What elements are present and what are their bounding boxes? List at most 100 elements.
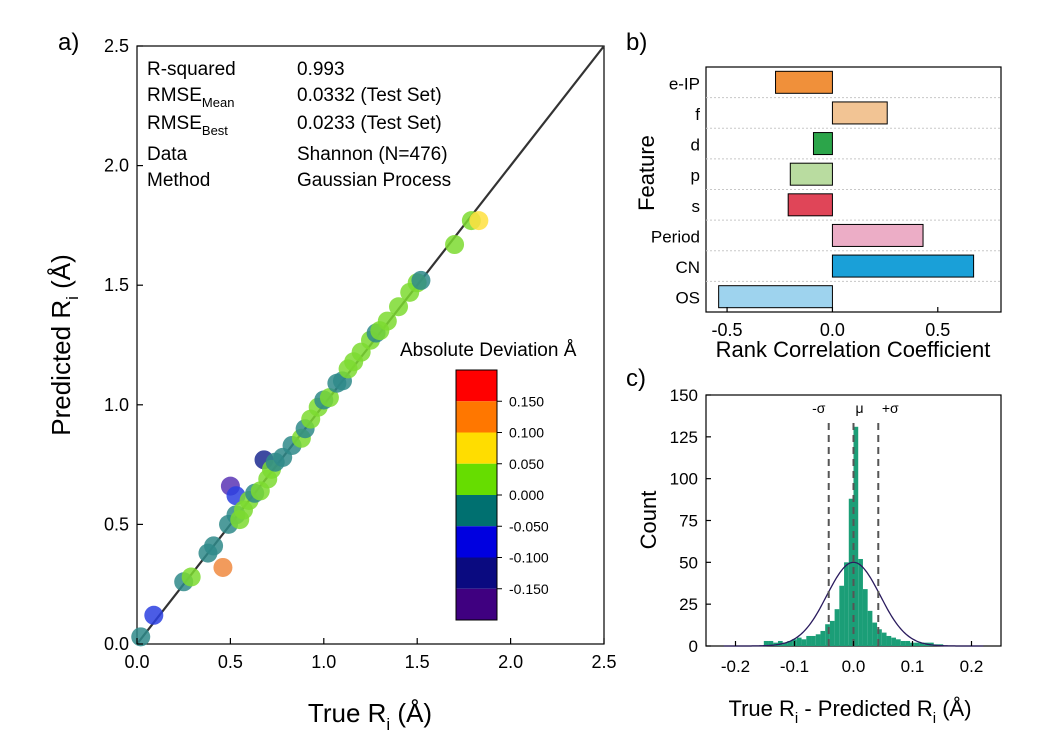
feature-label-cn: CN <box>675 258 700 277</box>
histogram-bin-28 <box>895 639 901 646</box>
scatter-point-37 <box>389 297 409 317</box>
feature-label-p: p <box>691 166 700 185</box>
feature-bar-period <box>831 223 924 247</box>
feature-label-period: Period <box>651 227 700 246</box>
panel-c-x-label: True Ri - Predicted Ri (Å) <box>728 696 971 727</box>
feature-bar-d <box>812 132 833 156</box>
panel-a-y-label: Predicted Ri (Å) <box>46 254 82 436</box>
colorbar-tick-label-1: 0.100 <box>509 425 544 441</box>
y-tick-label-3: 1.5 <box>104 275 129 295</box>
histogram-bin-9 <box>806 635 812 646</box>
x-tick-label-2: 1.0 <box>311 652 336 672</box>
colorbar-band-4 <box>456 495 497 527</box>
c-y-tick-label-1: 25 <box>679 595 698 614</box>
panel-a-frame <box>136 45 605 645</box>
colorbar-band-5 <box>456 526 497 558</box>
scatter-point-1 <box>144 605 164 625</box>
histogram-bin-13 <box>825 624 830 646</box>
colorbar-tick-label-0: 0.150 <box>509 393 544 409</box>
histogram-bin-26 <box>886 635 892 646</box>
histogram-bin-22 <box>867 610 873 646</box>
scatter-point-40 <box>411 270 431 290</box>
stat-label-rmse-best: RMSEBest <box>147 113 228 138</box>
panel-a-x-label: True Ri (Å) <box>308 698 432 734</box>
colorbar-band-7 <box>456 588 497 620</box>
histogram-bin-8 <box>801 639 807 646</box>
histogram-bars <box>763 426 944 646</box>
colorbar-tick-label-2: 0.050 <box>509 456 544 472</box>
stat-value-method: Gaussian Process <box>297 170 451 191</box>
stat-value-rmse-mean: 0.0332 (Test Set) <box>297 85 442 106</box>
scatter-point-5 <box>204 536 224 556</box>
feature-bar-cn <box>831 254 975 278</box>
feature-label-os: OS <box>675 289 700 308</box>
panel-c-label: c) <box>626 365 646 392</box>
c-y-tick-label-3: 75 <box>679 512 698 531</box>
c-y-tick-label-6: 150 <box>670 386 698 405</box>
scatter-points <box>131 211 489 647</box>
c-x-tick-label-2: 0.0 <box>842 657 866 676</box>
histogram-bin-25 <box>881 632 887 646</box>
histogram-bin-1 <box>768 640 774 646</box>
y-tick-label-1: 0.5 <box>104 514 129 534</box>
histogram-bin-20 <box>858 558 863 646</box>
feature-bar-eip <box>775 70 833 94</box>
c-x-tick-label-1: -0.1 <box>780 657 809 676</box>
b-x-tick-label-1: 0.0 <box>820 320 845 340</box>
panel-c-residual-histogram: c) -σ μ +σ -0.2 -0.1 0.0 0.1 0.2 0 25 50 75 100 125… <box>626 365 1002 727</box>
feature-label-eip: e-IP <box>669 74 700 93</box>
panel-a-y-ticks: 0.0 0.5 1.0 1.5 2.0 2.5 <box>104 36 143 654</box>
stat-value-rmse-best: 0.0233 (Test Set) <box>297 113 442 134</box>
scatter-point-0 <box>131 627 151 647</box>
feature-bar-f <box>831 101 888 125</box>
stat-value-data: Shannon (N=476) <box>297 144 448 165</box>
histogram-bin-12 <box>820 630 826 646</box>
stat-value-rsq: 0.993 <box>297 59 345 80</box>
colorbar-tick-label-5: -0.100 <box>509 550 549 566</box>
x-tick-label-1: 0.5 <box>218 652 243 672</box>
panel-b-gridlines <box>706 97 1001 282</box>
stat-label-rsq: R-squared <box>147 59 236 80</box>
panel-b-y-label: Feature <box>634 135 659 211</box>
histogram-bin-32 <box>914 642 920 646</box>
b-x-tick-label-0: -0.5 <box>712 320 743 340</box>
gaussian-fit-curve <box>723 561 984 647</box>
feature-label-d: d <box>691 136 700 155</box>
c-x-tick-label-0: -0.2 <box>721 657 750 676</box>
stat-label-data: Data <box>147 144 188 165</box>
scatter-point-27 <box>319 388 339 408</box>
histogram-bin-27 <box>891 637 896 646</box>
scatter-point-36 <box>377 311 397 331</box>
colorbar: 0.150 0.100 0.050 0.000 -0.050 -0.100 -0.150 <box>455 369 549 621</box>
panel-c-y-ticks: 0 25 50 75 100 125 150 <box>670 386 711 656</box>
panel-a-x-ticks: 0.0 0.5 1.0 1.5 2.0 2.5 <box>124 638 617 672</box>
histogram-bin-17 <box>844 562 849 646</box>
histogram-bin-18 <box>848 498 854 646</box>
y-tick-label-0: 0.0 <box>104 634 129 654</box>
y-tick-label-4: 2.0 <box>104 156 129 176</box>
panel-b-x-label: Rank Correlation Coefficient <box>716 337 991 362</box>
c-x-tick-label-3: 0.1 <box>901 657 925 676</box>
panel-b-x-ticks: -0.5 0.0 0.5 <box>712 307 950 340</box>
histogram-bin-15 <box>834 609 840 646</box>
y-tick-label-2: 1.0 <box>104 395 129 415</box>
feature-bar-p <box>789 162 833 186</box>
histogram-bin-21 <box>862 589 868 646</box>
panel-c-x-ticks: -0.2 -0.1 0.0 0.1 0.2 <box>721 641 983 676</box>
colorbar-band-6 <box>456 557 497 589</box>
sigma-marker-label-2: +σ <box>882 400 899 416</box>
histogram-bin-11 <box>815 634 821 646</box>
feature-bar-os <box>718 285 833 309</box>
panel-b-bars <box>718 70 975 309</box>
panel-c-y-label: Count <box>636 491 661 550</box>
histogram-bin-0 <box>763 640 769 646</box>
c-y-tick-label-2: 50 <box>679 553 698 572</box>
colorbar-band-1 <box>456 401 497 433</box>
x-tick-label-5: 2.5 <box>591 652 616 672</box>
stat-label-rmse-mean: RMSEMean <box>147 85 234 110</box>
b-x-tick-label-2: 0.5 <box>925 320 950 340</box>
stat-label-method: Method <box>147 170 210 191</box>
histogram-bin-7 <box>796 637 802 646</box>
c-y-tick-label-5: 125 <box>670 428 698 447</box>
